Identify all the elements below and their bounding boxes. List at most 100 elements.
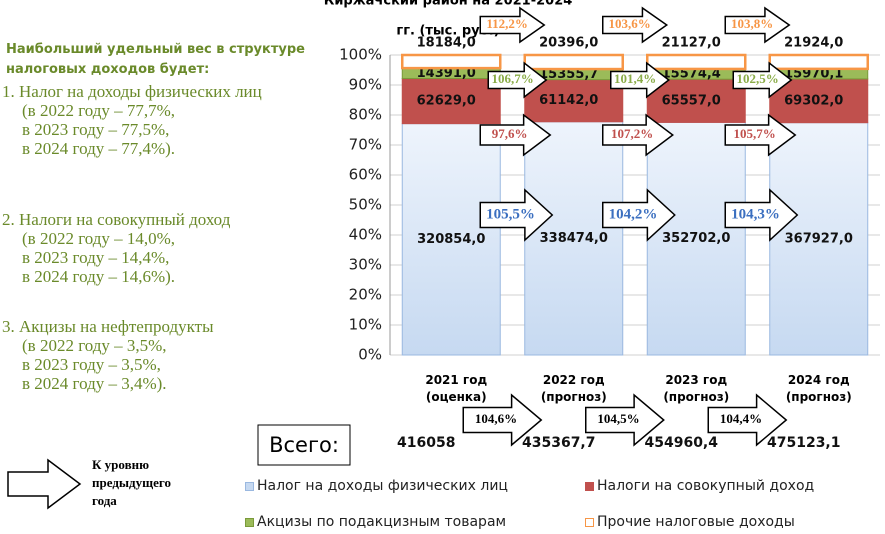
y-tick-label: 70%	[349, 136, 382, 154]
data-label: 18184,0	[417, 36, 476, 51]
note-item: 1. Налог на доходы физических лиц (в 2022…	[2, 82, 322, 158]
data-label: 15574,4	[662, 67, 721, 82]
legend-label: Налог на доходы физических лиц	[257, 478, 508, 494]
growth-arrow-label: 105,7%	[734, 126, 776, 141]
data-label: 61142,0	[539, 93, 598, 108]
data-label: 15355,7	[539, 67, 598, 82]
notes-heading: Наибольший удельный вес в структуре нало…	[6, 42, 305, 77]
growth-arrow	[602, 6, 669, 44]
note-title: 3. Акцизы на нефтепродукты	[2, 317, 214, 336]
note-line: в 2023 году – 14,4%,	[22, 248, 170, 267]
note-title: 1. Налог на доходы физических лиц	[2, 82, 262, 101]
note-title: 2. Налоги на совокупный доход	[2, 210, 231, 229]
note-line: в 2023 году – 3,5%,	[22, 355, 161, 374]
note-line: в 2024 году – 14,6%).	[22, 267, 176, 286]
legend-item: Налог на доходы физических лиц	[245, 478, 508, 494]
growth-arrow-label: 102,5%	[736, 71, 778, 86]
bar-segment	[523, 53, 624, 71]
y-tick-label: 100%	[339, 46, 382, 64]
growth-arrow-label: 101,4%	[614, 71, 656, 86]
note-item: 3. Акцизы на нефтепродукты (в 2022 году –…	[2, 317, 322, 393]
note-line: (в 2022 году – 14,0%,	[22, 229, 176, 248]
growth-arrow-label: 97,6%	[492, 126, 528, 141]
growth-arrow	[724, 6, 791, 44]
data-label: 352702,0	[662, 231, 730, 246]
data-label: 62629,0	[417, 94, 476, 109]
total-caption: Всего:	[269, 433, 339, 457]
data-label: 21127,0	[662, 36, 721, 51]
growth-arrow	[479, 188, 554, 242]
bar-segment	[646, 78, 746, 123]
note-line: в 2023 году – 77,5%,	[22, 120, 170, 139]
growth-arrow-label: 105,5%	[486, 206, 535, 222]
x-tick-label: 2023 год (прогноз)	[663, 373, 730, 404]
bar-segment	[769, 122, 869, 356]
legend-item: Налоги на совокупный доход	[585, 478, 814, 494]
data-label: 21924,0	[784, 36, 843, 51]
data-label: 338474,0	[540, 231, 608, 246]
y-tick-label: 40%	[349, 226, 382, 244]
growth-arrow	[487, 61, 548, 99]
bar-segment	[646, 53, 747, 71]
x-tick-label: 2021 год (оценка)	[425, 373, 488, 404]
bar-segment	[401, 53, 502, 70]
growth-arrow-label: 103,8%	[731, 16, 773, 31]
total-box	[257, 424, 351, 466]
data-label: 20396,0	[539, 36, 598, 51]
x-tick-label: 2022 год (прогноз)	[540, 373, 607, 404]
growth-arrow-label: 106,7%	[491, 71, 533, 86]
growth-arrow-label: 104,3%	[731, 206, 780, 222]
total-growth-arrow	[462, 393, 543, 447]
y-tick-label: 90%	[349, 76, 382, 94]
growth-arrow	[610, 61, 670, 99]
total-label: 435367,7	[522, 435, 596, 451]
legend-swatch	[585, 518, 594, 527]
chart-title: Киржачский район на 2021-2024	[324, 0, 573, 9]
growth-arrow	[724, 113, 797, 157]
y-tick-label: 50%	[349, 196, 382, 214]
legend-item: Акцизы по подакцизным товарам	[245, 514, 506, 530]
legend-label: Прочие налоговые доходы	[597, 514, 795, 530]
note-line: (в 2022 году – 3,5%,	[22, 336, 167, 355]
data-label: 320854,0	[417, 232, 485, 247]
data-label: 65557,0	[662, 93, 721, 108]
total-growth-arrow	[585, 393, 665, 447]
y-tick-label: 60%	[349, 166, 382, 184]
total-label: 416058	[397, 435, 455, 451]
total-growth-arrow-label: 104,5%	[597, 411, 639, 426]
chart-title: гг. (тыс. руб.)	[396, 24, 499, 39]
growth-arrow	[479, 113, 552, 157]
note-line: (в 2022 году – 77,7%,	[22, 101, 176, 120]
bar-segment	[524, 121, 624, 356]
data-label: 367927,0	[785, 231, 853, 246]
growth-arrow-label: 112,2%	[486, 16, 528, 31]
legend-item: Прочие налоговые доходы	[585, 514, 795, 530]
growth-arrow	[602, 113, 674, 157]
total-growth-arrow-label: 104,4%	[720, 411, 762, 426]
bar-segment	[646, 121, 746, 356]
total-label: 454960,4	[644, 435, 718, 451]
growth-arrow-label: 107,2%	[611, 126, 653, 141]
arrow-legend-text: К уровню предыдущего года	[92, 457, 171, 508]
growth-arrow	[479, 6, 546, 44]
data-label: 14391,0	[417, 66, 476, 81]
legend-label: Акцизы по подакцизным товарам	[257, 514, 507, 530]
data-label: 15970,1	[784, 66, 843, 81]
note-item: 2. Налоги на совокупный доход (в 2022 год…	[2, 210, 322, 286]
total-label: 475123,1	[767, 435, 841, 451]
growth-arrow	[724, 188, 799, 242]
total-growth-arrow	[707, 393, 788, 447]
data-label: 69302,0	[784, 93, 843, 108]
note-line: в 2024 году – 3,4%).	[22, 374, 167, 393]
legend-swatch	[245, 482, 254, 491]
bar-segment	[769, 78, 869, 124]
growth-arrow	[732, 61, 793, 99]
legend-swatch	[245, 518, 254, 527]
bar-segment	[401, 123, 501, 356]
bar-segment	[401, 77, 501, 125]
legend-swatch	[585, 482, 594, 491]
note-line: в 2024 году – 77,4%).	[22, 139, 176, 158]
arrow-legend-icon	[7, 458, 82, 510]
